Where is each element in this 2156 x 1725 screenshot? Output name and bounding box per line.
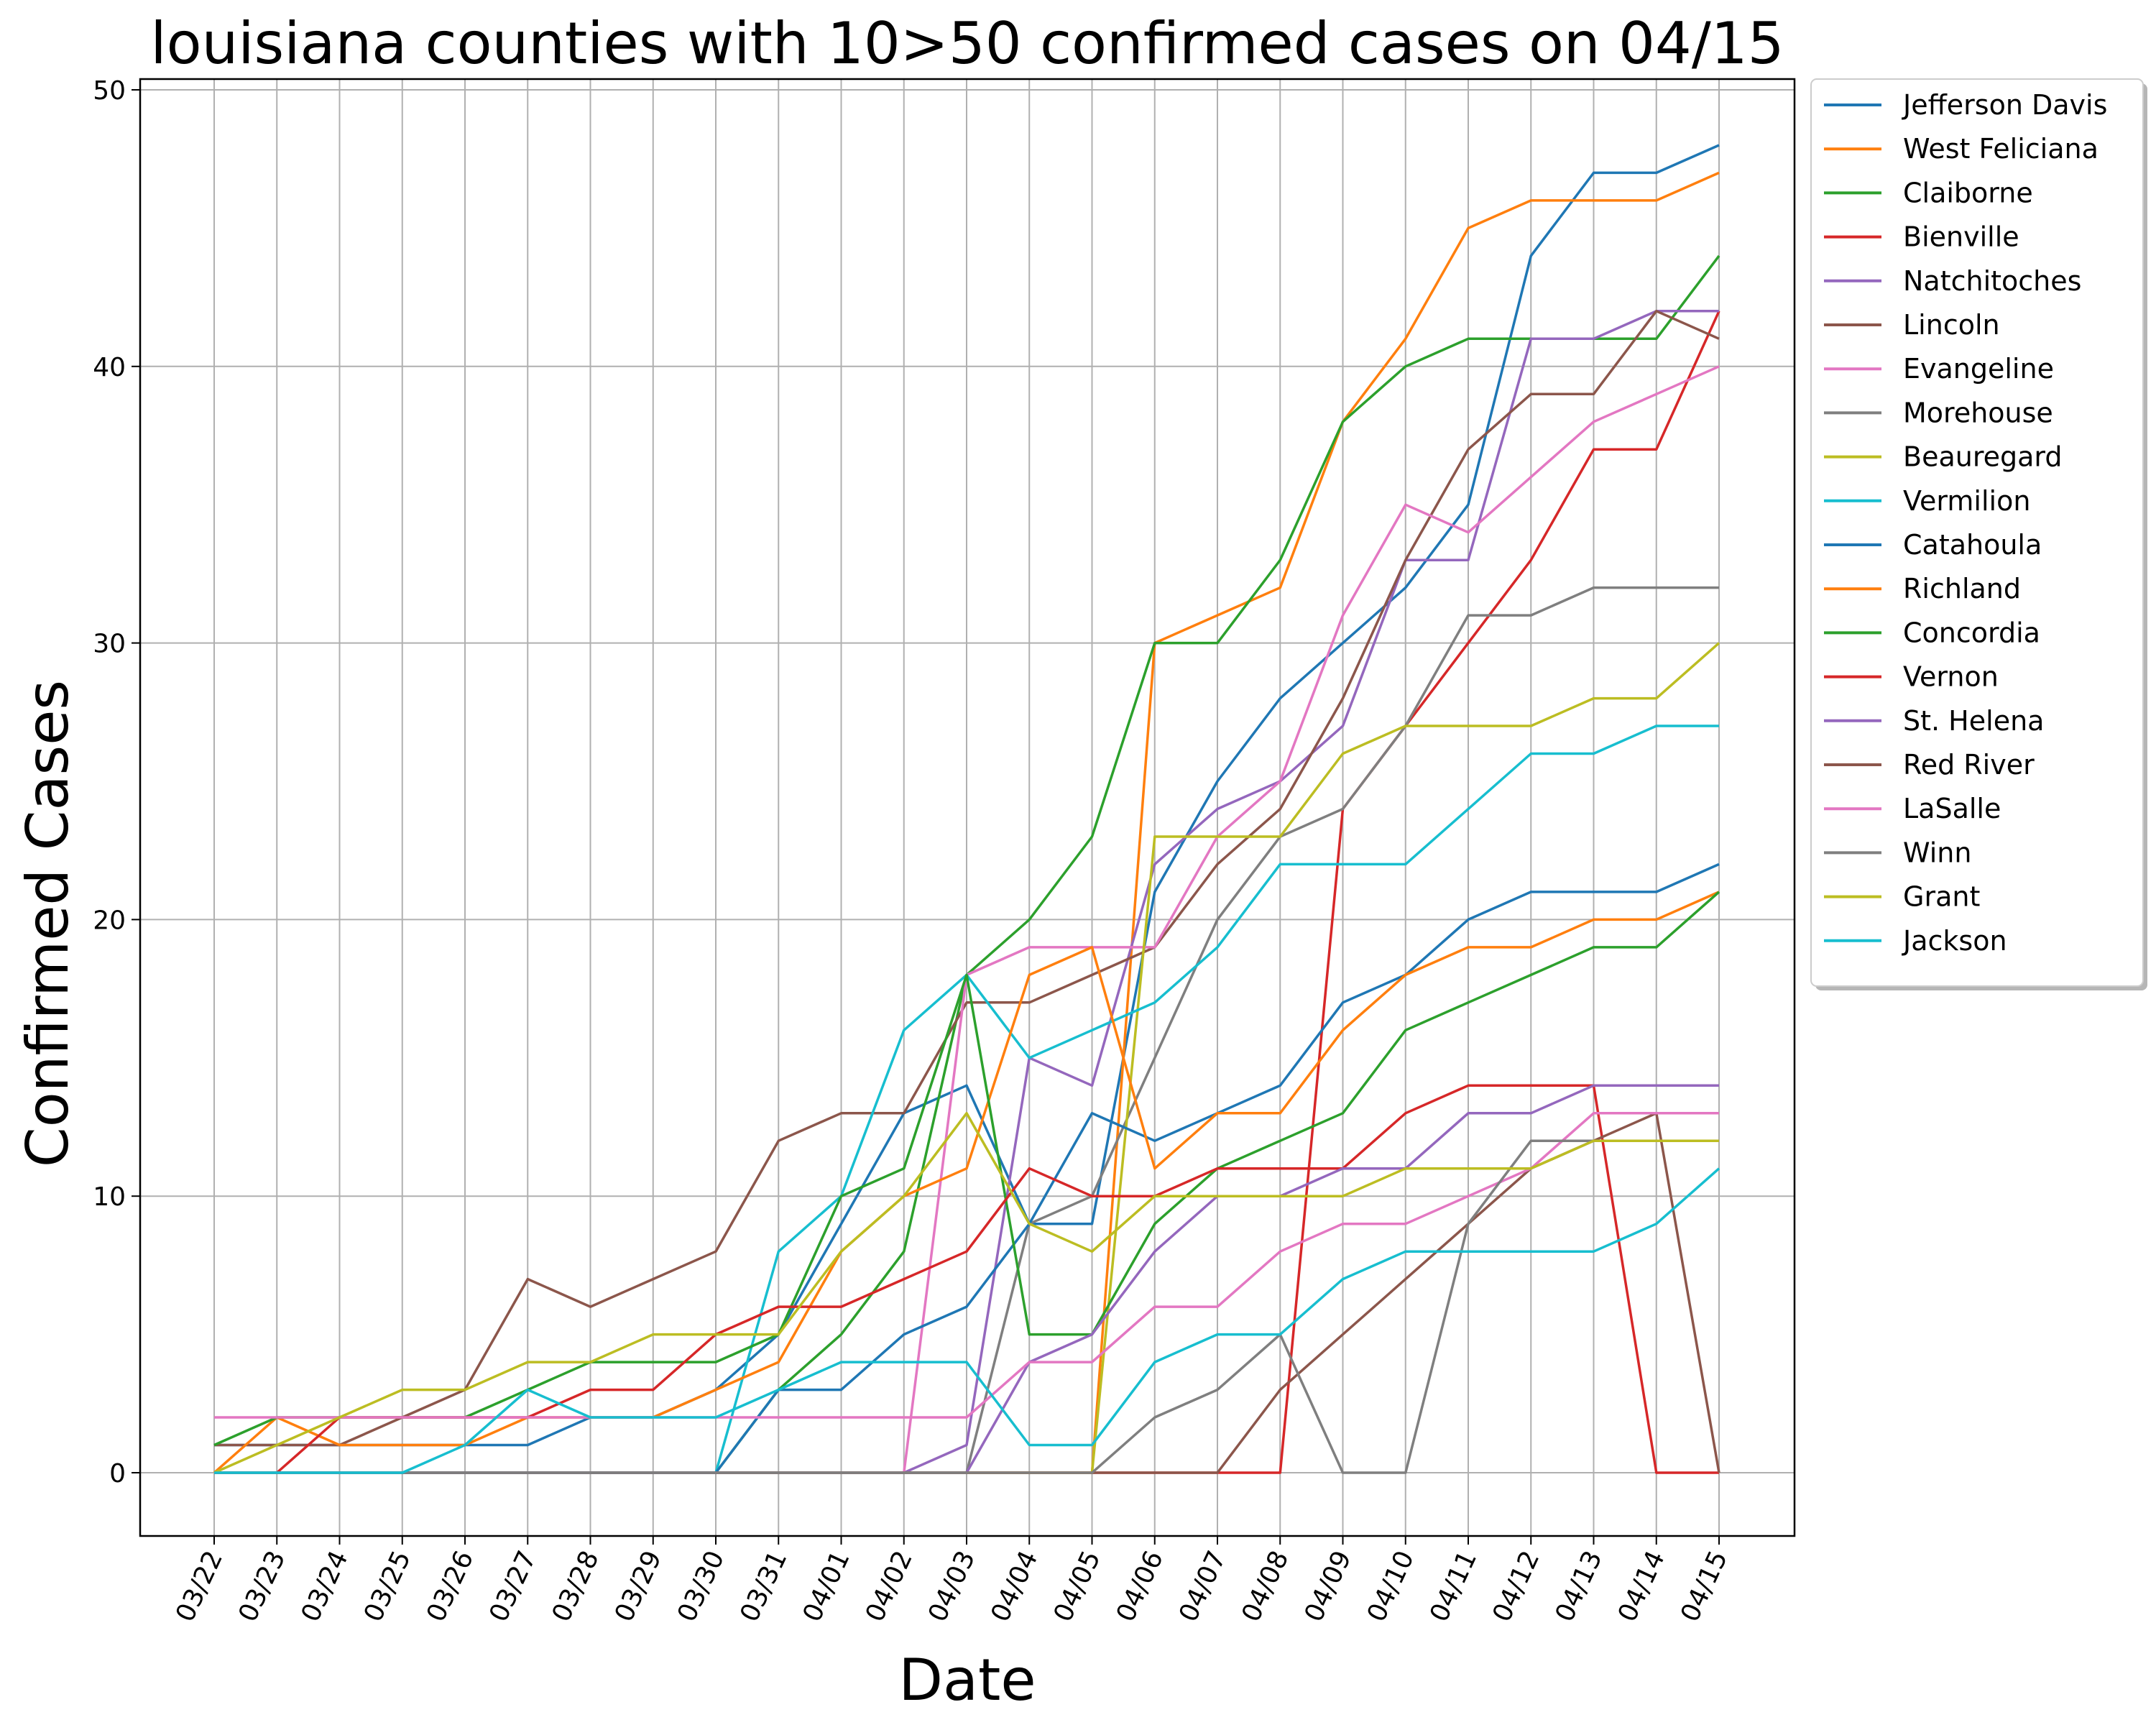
legend-label: Vernon — [1903, 661, 1999, 693]
legend-label: St. Helena — [1903, 705, 2044, 737]
y-tick-label: 50 — [93, 76, 126, 106]
y-tick-label: 30 — [93, 630, 126, 659]
legend-label: Morehouse — [1903, 397, 2053, 428]
legend-label: Lincoln — [1903, 309, 2000, 341]
legend-label: Red River — [1903, 749, 2035, 781]
legend-label: Jackson — [1902, 925, 2007, 957]
legend: Jefferson Davis West Feliciana Claiborne Bi… — [1810, 78, 2147, 990]
y-tick-label: 0 — [109, 1459, 126, 1489]
legend-label: Concordia — [1903, 617, 2040, 648]
legend-label: Natchitoches — [1903, 265, 2081, 297]
legend-label: LaSalle — [1903, 793, 2001, 824]
grid — [140, 79, 1795, 1536]
chart-title: louisiana counties with 10>50 confirmed … — [150, 10, 1784, 77]
legend-label: Grant — [1903, 881, 1980, 913]
legend-label: Winn — [1903, 837, 1971, 868]
legend-label: Bienville — [1903, 221, 2019, 253]
legend-label: Jefferson Davis — [1902, 89, 2107, 121]
legend-label: Claiborne — [1903, 177, 2033, 208]
y-tick-label: 10 — [93, 1182, 126, 1212]
legend-label: West Feliciana — [1903, 133, 2099, 165]
series-line — [213, 1112, 1719, 1474]
y-tick-label: 40 — [93, 353, 126, 382]
series-line — [214, 1112, 1719, 1419]
y-axis: 0 10 20 30 40 50 — [93, 76, 140, 1489]
legend-box — [1810, 78, 2144, 987]
legend-label: Richland — [1903, 573, 2021, 604]
legend-label: Vermilion — [1903, 485, 2030, 517]
legend-label: Evangeline — [1903, 353, 2054, 385]
legend-label: Catahoula — [1903, 529, 2042, 561]
series-line — [214, 1139, 1719, 1474]
y-tick-label: 20 — [93, 906, 126, 935]
legend-label: Beauregard — [1903, 441, 2062, 473]
y-axis-title: Confirmed Cases — [14, 680, 81, 1167]
series-lines — [213, 144, 1720, 1474]
series-line — [214, 1167, 1720, 1474]
x-axis-title: Date — [898, 1647, 1036, 1714]
